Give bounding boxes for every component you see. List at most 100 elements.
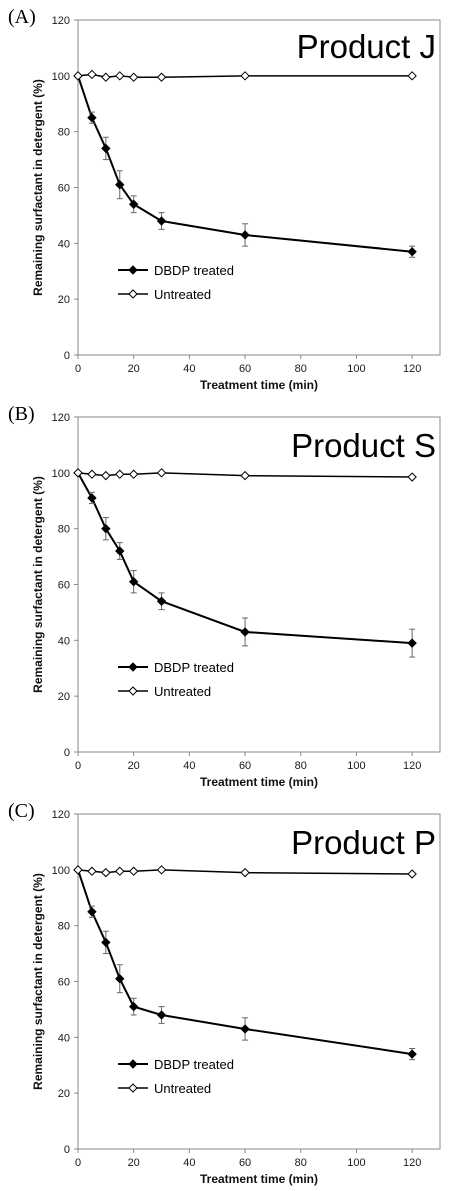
y-tick-label: 40: [58, 238, 70, 250]
data-point-dbdp: [156, 1010, 167, 1020]
x-tick-label: 60: [239, 363, 251, 375]
panel-label: (B): [8, 403, 35, 425]
legend-marker-untreated: [128, 1083, 138, 1093]
chart-panel-a: 0 20 40 60 80 100 120 0 20 40 60 80 100 120 Treatment …: [0, 0, 462, 397]
y-tick-label: 40: [58, 1032, 70, 1044]
y-tick-label: 0: [64, 747, 70, 759]
data-point-untreated: [73, 865, 83, 875]
product-title: Product P: [291, 824, 436, 861]
legend-marker-untreated: [128, 686, 138, 696]
x-tick-label: 80: [295, 1157, 307, 1169]
data-point-dbdp: [407, 638, 417, 648]
x-tick-label: 60: [239, 1157, 251, 1169]
x-tick-label: 40: [183, 363, 195, 375]
y-tick-label: 20: [58, 294, 70, 306]
data-point-dbdp: [115, 180, 125, 190]
chart-svg-b: 0 20 40 60 80 100 120 0 20 40 60 80 100 120 Treatment …: [31, 412, 441, 789]
y-axis-label: Remaining surfactant in detergent (%): [31, 79, 45, 296]
y-tick-label: 80: [58, 127, 70, 139]
data-point-dbdp: [115, 546, 125, 556]
data-point-untreated: [101, 72, 111, 82]
x-tick-label: 60: [239, 760, 251, 772]
data-point-untreated: [101, 867, 111, 878]
x-tick-label: 0: [75, 363, 81, 375]
data-point-untreated: [115, 866, 125, 876]
y-tick-label: 20: [58, 1088, 70, 1100]
legend-label-untreated: Untreated: [154, 1081, 211, 1096]
data-point-dbdp: [128, 1001, 139, 1012]
data-point-untreated: [156, 468, 167, 478]
data-point-dbdp: [101, 937, 111, 948]
data-point-untreated: [101, 470, 111, 481]
y-tick-label: 100: [52, 71, 70, 83]
x-tick-label: 20: [128, 1157, 140, 1169]
data-point-dbdp: [101, 523, 111, 534]
product-title: Product S: [291, 427, 436, 464]
y-tick-label: 20: [58, 691, 70, 703]
y-tick-label: 80: [58, 524, 70, 536]
x-tick-label: 80: [295, 760, 307, 772]
x-tick-label: 80: [295, 363, 307, 375]
chart-svg-a: 0 20 40 60 80 100 120 0 20 40 60 80 100 120 Treatment …: [31, 15, 441, 392]
data-point-untreated: [240, 470, 250, 481]
y-tick-label: 60: [58, 183, 70, 195]
legend-label-dbdp: DBDP treated: [154, 263, 234, 278]
data-point-dbdp: [115, 974, 125, 984]
data-point-untreated: [128, 72, 139, 82]
data-point-untreated: [115, 71, 125, 81]
plot-frame: [77, 813, 441, 1150]
y-tick-label: 100: [52, 468, 70, 480]
x-tick-label: 40: [183, 760, 195, 772]
x-tick-label: 20: [128, 363, 140, 375]
y-tick-label: 120: [52, 809, 70, 821]
x-tick-label: 40: [183, 1157, 195, 1169]
y-tick-label: 120: [52, 412, 70, 424]
data-point-dbdp: [407, 247, 417, 257]
legend-label-untreated: Untreated: [154, 684, 211, 699]
x-tick-label: 100: [347, 760, 365, 772]
legend-label-dbdp: DBDP treated: [154, 1057, 234, 1072]
y-tick-label: 120: [52, 15, 70, 27]
plot-frame: [77, 19, 441, 356]
data-point-dbdp: [156, 596, 167, 606]
x-tick-label: 120: [403, 363, 421, 375]
data-point-dbdp: [87, 493, 97, 503]
y-tick-label: 60: [58, 977, 70, 989]
chart-panel-b: 0 20 40 60 80 100 120 0 20 40 60 80 100 120 Treatment …: [0, 397, 462, 794]
panel-label: (C): [8, 800, 35, 822]
y-tick-label: 0: [64, 350, 70, 362]
x-tick-label: 0: [75, 760, 81, 772]
panel-label: (A): [8, 6, 36, 28]
data-point-untreated: [156, 72, 167, 82]
x-tick-label: 0: [75, 1157, 81, 1169]
chart-panel-c: 0 20 40 60 80 100 120 0 20 40 60 80 100 120 Treatment …: [0, 794, 462, 1191]
data-point-untreated: [87, 866, 97, 876]
y-tick-label: 0: [64, 1144, 70, 1156]
legend-marker-dbdp: [128, 1059, 138, 1069]
data-point-dbdp: [128, 577, 139, 587]
data-point-untreated: [407, 472, 417, 482]
data-point-untreated: [128, 866, 139, 876]
x-tick-label: 120: [403, 760, 421, 772]
data-point-dbdp: [87, 907, 97, 917]
data-point-dbdp: [101, 143, 111, 154]
data-point-untreated: [115, 469, 125, 479]
legend-label-dbdp: DBDP treated: [154, 660, 234, 675]
data-point-untreated: [128, 469, 139, 479]
data-point-dbdp: [240, 627, 250, 637]
data-point-dbdp: [156, 216, 167, 226]
y-tick-label: 100: [52, 865, 70, 877]
data-point-dbdp: [407, 1049, 417, 1059]
x-tick-label: 120: [403, 1157, 421, 1169]
data-point-dbdp: [240, 1024, 250, 1034]
legend-marker-dbdp: [128, 265, 138, 275]
x-axis-label: Treatment time (min): [200, 775, 318, 789]
data-point-untreated: [73, 71, 83, 81]
y-tick-label: 40: [58, 635, 70, 647]
y-tick-label: 60: [58, 580, 70, 592]
chart-svg-c: 0 20 40 60 80 100 120 0 20 40 60 80 100 120 Treatment …: [31, 809, 441, 1186]
x-axis-label: Treatment time (min): [200, 1172, 318, 1186]
data-point-untreated: [87, 469, 97, 479]
y-axis-label: Remaining surfactant in detergent (%): [31, 873, 45, 1090]
y-axis-label: Remaining surfactant in detergent (%): [31, 476, 45, 693]
